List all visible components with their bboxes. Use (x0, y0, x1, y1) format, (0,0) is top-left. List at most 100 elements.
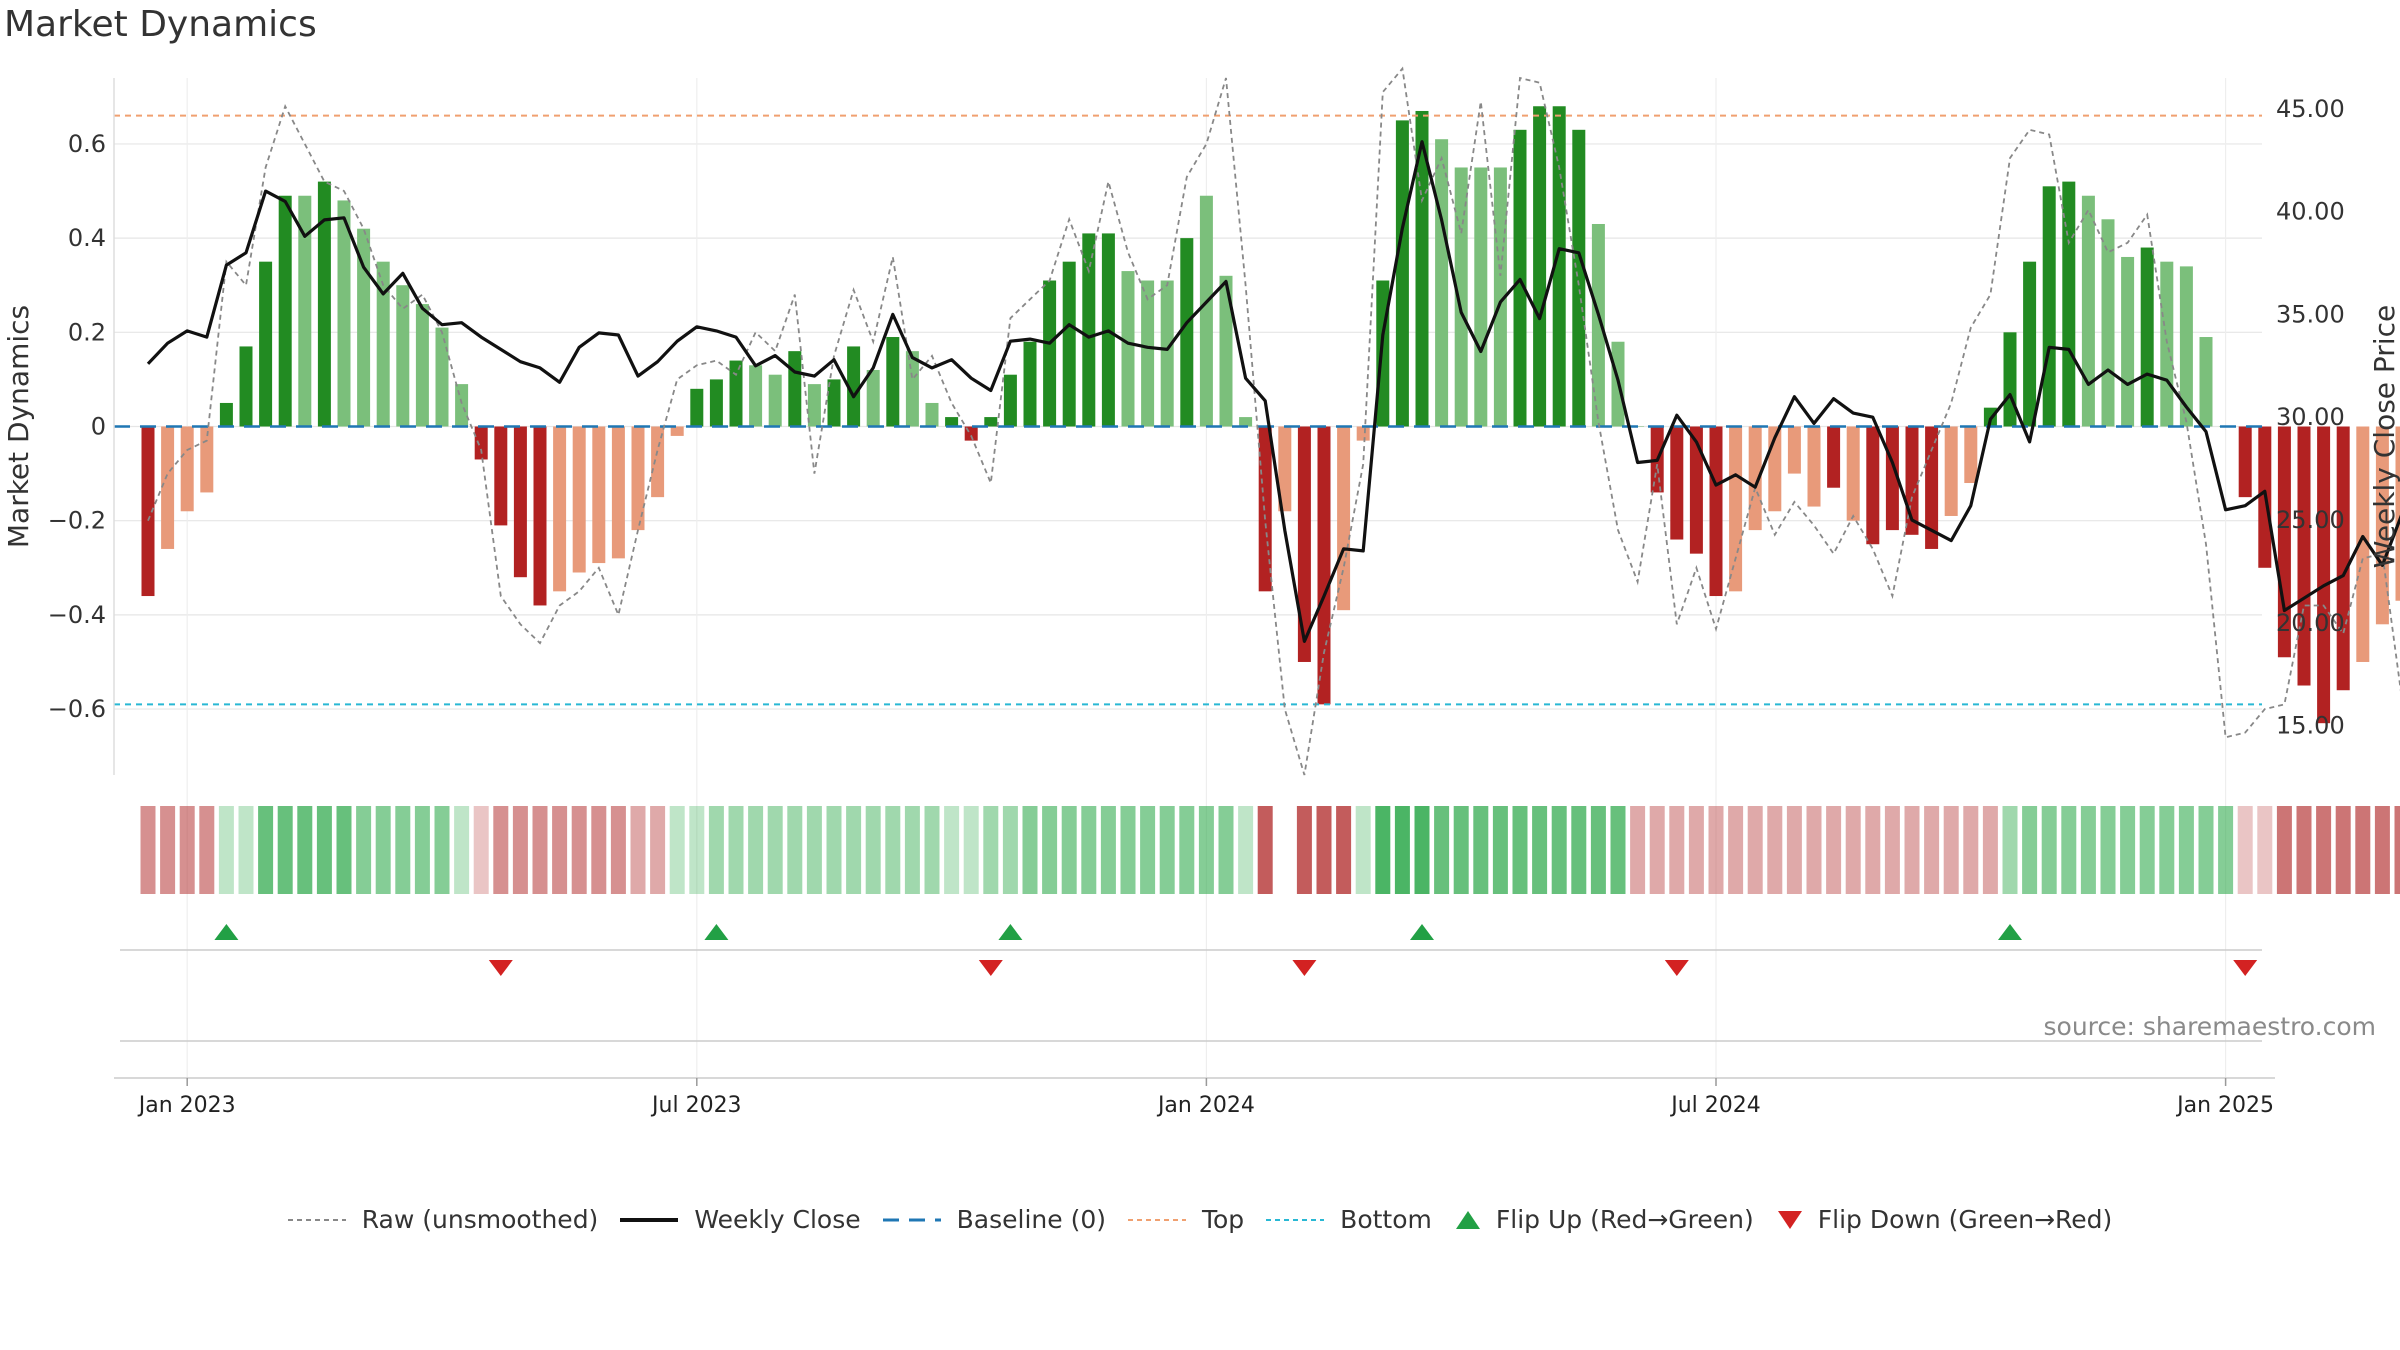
regime-cell (1336, 806, 1352, 894)
dynamics-bar (1062, 261, 1076, 427)
y-tick-label: 0.2 (68, 318, 106, 346)
dynamics-bar (180, 426, 194, 512)
dynamics-bar (1337, 426, 1351, 611)
legend-flip-up: Flip Up (Red→Green) (1454, 1205, 1754, 1234)
regime-cell (1394, 806, 1410, 894)
dynamics-bar (1239, 417, 1253, 427)
chart-title: Market Dynamics (4, 4, 317, 45)
regime-cell (1218, 806, 1234, 894)
dynamics-bar (219, 402, 233, 427)
dynamics-bar (1082, 233, 1096, 427)
dynamics-bar (1709, 426, 1723, 597)
regime-cell (2178, 806, 2194, 894)
dynamics-bar (807, 384, 821, 427)
y-tick-label: 0 (91, 413, 106, 441)
regime-cell (1767, 806, 1783, 894)
legend-top: Top (1127, 1205, 1244, 1234)
regime-cell (277, 806, 293, 894)
levels-layer (114, 114, 2262, 706)
regime-cell (238, 806, 254, 894)
dynamics-bar (1219, 275, 1233, 427)
dynamics-bar (1474, 167, 1488, 427)
regime-cell (1002, 806, 1018, 894)
regime-cell (2159, 806, 2175, 894)
y2-axis-label: Weekly Close Price (2368, 305, 2400, 568)
regime-cell (1610, 806, 1626, 894)
dynamics-bar (1729, 426, 1743, 592)
regime-cell (2296, 806, 2312, 894)
regime-cell (1982, 806, 1998, 894)
dynamics-bar (847, 346, 861, 427)
dynamics-bar (298, 195, 312, 427)
regime-cell (1179, 806, 1195, 894)
x-tick-label: Jan 2023 (137, 1093, 236, 1118)
x-tick-label: Jan 2024 (1156, 1093, 1255, 1118)
dynamics-bar (278, 195, 292, 427)
regime-cell (316, 806, 332, 894)
dynamics-bar (1493, 167, 1507, 427)
regime-cell (1551, 806, 1567, 894)
dynamics-bar (1395, 120, 1409, 427)
regime-strip (140, 806, 2400, 894)
regime-cell (2335, 806, 2351, 894)
dynamics-bar (1670, 426, 1684, 540)
regime-cell (924, 806, 940, 894)
regime-cell (1434, 806, 1450, 894)
regime-cell (375, 806, 391, 894)
regime-cell (1100, 806, 1116, 894)
dynamics-bar (1043, 280, 1057, 427)
regime-cell (414, 806, 430, 894)
raw-line (147, 66, 2400, 776)
y-axis-label: Market Dynamics (2, 305, 35, 548)
regime-cell (1904, 806, 1920, 894)
y-tick-label: 0.4 (68, 224, 106, 252)
regime-cell (650, 806, 666, 894)
regime-cell (708, 806, 724, 894)
regime-cell (356, 806, 372, 894)
flip-down-marker (1292, 960, 1317, 976)
flip-up-marker (998, 924, 1023, 940)
regime-cell (1022, 806, 1038, 894)
regime-cell (1120, 806, 1136, 894)
flip-up-marker (1410, 924, 1434, 940)
dynamics-bar (2395, 426, 2400, 601)
regime-cell (179, 806, 195, 894)
regime-cell (140, 806, 156, 894)
dynamics-bar (866, 369, 880, 427)
dynamics-bar (2179, 266, 2193, 427)
regime-cell (806, 806, 822, 894)
regime-cell (1747, 806, 1763, 894)
regime-cell (1688, 806, 1704, 894)
dynamics-bar (239, 346, 253, 427)
regime-cell (983, 806, 999, 894)
regime-cell (1296, 806, 1312, 894)
dynamics-bar (572, 426, 586, 573)
dynamics-bar (2081, 195, 2095, 427)
dynamics-bar (670, 426, 684, 436)
dynamics-bar (2336, 426, 2350, 691)
dynamics-bar (1944, 426, 1958, 516)
dynamics-bar (631, 426, 645, 531)
dynamics-bar (2238, 426, 2252, 498)
dynamics-bar (2140, 247, 2154, 427)
regime-cell (1532, 806, 1548, 894)
y2-tick-label: 25.00 (2276, 506, 2345, 534)
regime-cell (2139, 806, 2155, 894)
regime-cell (630, 806, 646, 894)
dynamics-bar (1748, 426, 1762, 531)
regime-cell (1512, 806, 1528, 894)
regime-cell (571, 806, 587, 894)
dynamics-bar (1003, 374, 1017, 427)
dynamics-bar (2101, 219, 2115, 427)
regime-cell (454, 806, 470, 894)
regime-cell (1061, 806, 1077, 894)
dynamics-bar (788, 351, 802, 427)
dynamics-bar (768, 374, 782, 427)
dynamics-bar (729, 360, 743, 427)
y2-tick-label: 40.00 (2276, 198, 2345, 226)
dynamics-bar (905, 351, 919, 427)
dynamics-bar (1180, 238, 1194, 427)
regime-cell (1826, 806, 1842, 894)
regime-cell (1806, 806, 1822, 894)
legend-baseline-label: Baseline (0) (956, 1205, 1106, 1234)
